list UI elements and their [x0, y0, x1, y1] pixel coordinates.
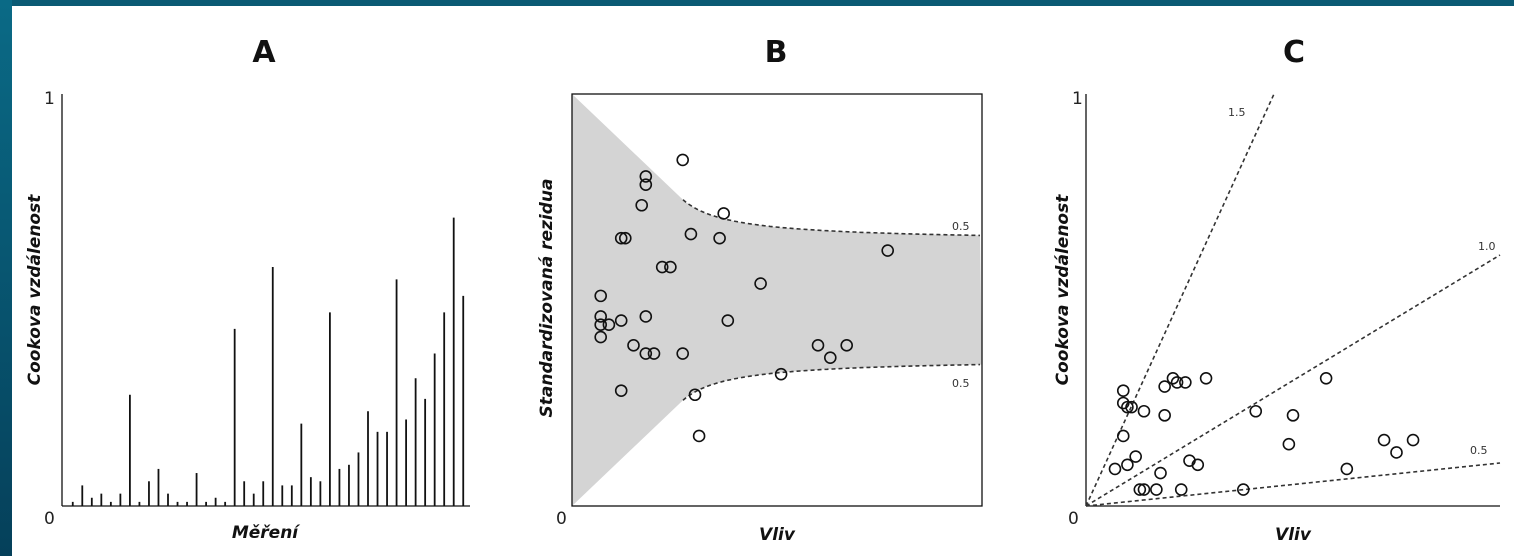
panel-b-xtick-min: 0	[556, 509, 567, 529]
data-point	[664, 260, 677, 274]
data-point	[840, 339, 854, 352]
panel-a-ytick-max: 1	[44, 89, 55, 109]
data-point	[594, 318, 608, 332]
data-point	[1158, 380, 1171, 393]
panel-b-lower-curve-label: 0.5	[952, 377, 970, 390]
data-point	[811, 339, 825, 352]
panel-a-bars	[71, 217, 465, 506]
panel-a: A 1 0 Měření Cookova vzdálenost	[25, 35, 470, 543]
data-point	[1121, 458, 1134, 472]
data-point	[1108, 462, 1122, 476]
data-point	[774, 367, 788, 381]
data-point	[1237, 483, 1250, 496]
data-point	[614, 231, 628, 245]
data-point	[614, 384, 628, 397]
data-point	[1125, 400, 1138, 414]
data-point	[1282, 437, 1296, 451]
data-point	[618, 231, 632, 245]
data-point	[676, 153, 690, 167]
data-point	[1116, 429, 1130, 443]
data-point	[627, 339, 640, 352]
data-point	[1406, 433, 1420, 447]
panel-a-title: A	[252, 35, 276, 70]
data-point	[1286, 409, 1300, 422]
data-point	[1249, 404, 1263, 418]
data-point	[1121, 400, 1134, 414]
panel-c-line-label-1-5: 1.5	[1228, 106, 1246, 119]
panel-b-upper-curve-label: 0.5	[952, 220, 970, 233]
panel-a-ytick-min: 0	[44, 509, 55, 529]
data-point	[1377, 433, 1391, 447]
data-point	[1199, 371, 1213, 385]
panel-c-ytick-max: 1	[1072, 89, 1083, 109]
data-point	[721, 314, 735, 327]
data-point	[1133, 483, 1147, 496]
data-point	[1170, 376, 1184, 389]
panel-b-title: B	[765, 35, 788, 70]
data-point	[1191, 458, 1205, 472]
data-point	[688, 388, 702, 402]
panel-a-xlabel: Měření	[232, 523, 300, 543]
panel-c-line-label-0-5: 0.5	[1470, 444, 1488, 457]
data-point	[594, 310, 608, 323]
panel-c-xlabel: Vliv	[1275, 525, 1312, 545]
panel-c-line-1-5	[1085, 93, 1275, 507]
data-point	[1179, 376, 1192, 389]
data-point	[1319, 371, 1333, 385]
data-point	[639, 178, 653, 191]
data-point	[647, 347, 661, 360]
data-point	[639, 347, 653, 360]
data-point	[639, 170, 653, 183]
data-point	[1137, 404, 1151, 418]
panel-a-ylabel: Cookova vzdálenost	[25, 194, 45, 386]
data-point	[639, 310, 653, 323]
data-point	[713, 231, 726, 245]
data-point	[1174, 483, 1188, 496]
panel-b: B 0.5 0.5 0 Vliv Standardizovaná reziduа	[537, 35, 983, 545]
panel-c: C 1.5 1.0 0.5 1 0 Vliv Cookova vzdálenos…	[1053, 35, 1501, 545]
data-point	[1166, 371, 1180, 385]
data-point	[1340, 462, 1354, 476]
data-point	[1390, 446, 1403, 459]
panel-c-line-1-0	[1085, 254, 1501, 507]
panel-b-shaded-region	[572, 94, 982, 506]
data-point	[1150, 483, 1163, 496]
data-point	[594, 330, 608, 344]
data-point	[635, 198, 649, 212]
panel-b-ylabel: Standardizovaná reziduа	[537, 179, 557, 418]
panel-b-xlabel: Vliv	[759, 525, 796, 545]
data-point	[692, 429, 706, 443]
data-point	[594, 289, 608, 303]
data-point	[684, 227, 698, 241]
data-point	[1116, 384, 1130, 397]
data-point	[602, 318, 616, 332]
data-point	[1158, 409, 1171, 422]
data-point	[754, 277, 767, 290]
panel-c-ylabel: Cookova vzdálenost	[1053, 194, 1073, 386]
data-point	[1129, 450, 1142, 463]
data-point	[1137, 483, 1151, 496]
panel-b-frame	[571, 93, 983, 507]
data-point	[655, 260, 669, 274]
panel-c-line-0-5	[1085, 462, 1501, 507]
data-point	[881, 244, 895, 257]
data-point	[1154, 466, 1167, 480]
data-point	[676, 347, 690, 360]
data-point	[717, 207, 731, 220]
top-border	[0, 0, 1514, 6]
panel-b-lower-curve	[682, 363, 980, 401]
panel-c-title: C	[1283, 35, 1305, 70]
data-point	[823, 351, 837, 364]
panel-c-line-label-1-0: 1.0	[1478, 240, 1496, 253]
panel-b-points	[594, 153, 895, 443]
data-point	[614, 314, 628, 327]
panel-c-points	[1108, 371, 1420, 496]
panel-c-ytick-min: 0	[1068, 509, 1079, 529]
panel-b-upper-curve	[682, 199, 980, 237]
left-border	[0, 0, 12, 556]
